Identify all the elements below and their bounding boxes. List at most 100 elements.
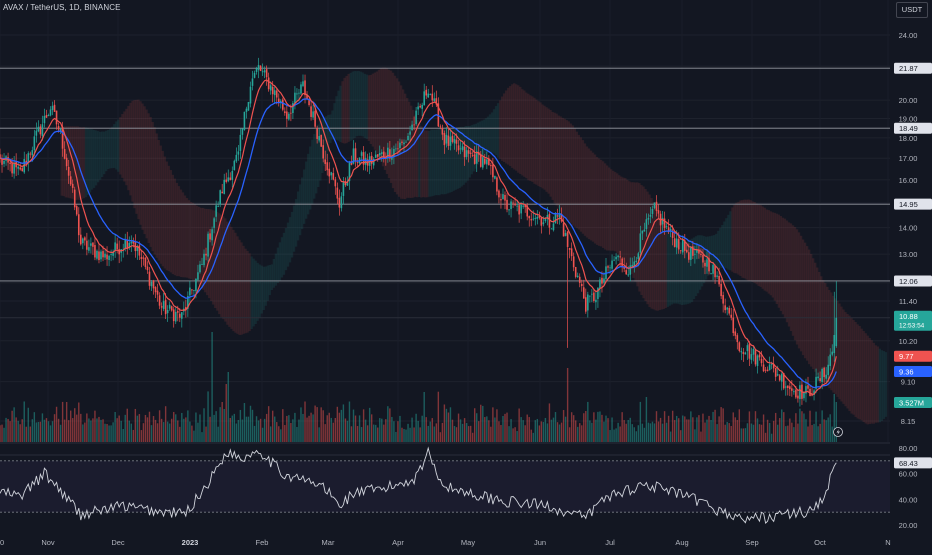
cloud-segment (664, 226, 667, 309)
volume-bar (379, 418, 381, 442)
cloud-segment (315, 129, 318, 194)
candle (429, 93, 432, 96)
volume-bar (185, 417, 187, 442)
volume-bar (494, 417, 496, 442)
volume-bar (49, 425, 52, 442)
candle (817, 372, 819, 381)
volume-bar (447, 412, 450, 442)
candle (734, 328, 737, 340)
volume-bar (510, 419, 512, 442)
volume-bar (746, 423, 749, 442)
cloud-segment (525, 92, 528, 179)
candle (831, 344, 834, 357)
candle (88, 239, 90, 254)
volume-bar (455, 427, 458, 442)
volume-bar (9, 421, 11, 442)
candle (536, 210, 539, 225)
price-tag-last: 10.88 12:53:54 (894, 310, 932, 331)
candle (746, 342, 749, 360)
candle (73, 186, 76, 211)
volume-bar (696, 417, 698, 442)
volume-bar (542, 421, 545, 442)
candle (425, 85, 428, 100)
candle (201, 257, 203, 265)
volume-bar (467, 426, 470, 442)
candle (488, 155, 490, 166)
candle (164, 293, 167, 320)
candle (835, 281, 838, 348)
volume-bar (284, 425, 286, 442)
volume-bar (116, 418, 118, 442)
volume-bar (360, 427, 363, 442)
candle (219, 189, 221, 208)
volume-bar (781, 409, 783, 442)
volume-bar (7, 418, 9, 442)
candle (336, 182, 339, 205)
cloud-segment (228, 224, 231, 327)
candle (152, 279, 155, 295)
cloud-segment (729, 211, 732, 271)
cloud-segment (139, 101, 142, 225)
lightning-icon[interactable] (833, 427, 843, 437)
cloud-segment (363, 73, 366, 138)
cloud-segment (383, 67, 387, 170)
cloud-segment (482, 119, 486, 157)
volume-bar (112, 422, 114, 442)
cloud-segment (846, 313, 849, 409)
time-tick-label: Nov (41, 538, 55, 547)
cloud-segment (248, 253, 251, 332)
cloud-segment (555, 113, 558, 206)
volume-bar (484, 417, 486, 442)
candle (154, 286, 157, 298)
candle (156, 283, 159, 302)
price-axis[interactable]: 24.0022.0020.0019.0018.0017.0016.0015.00… (894, 31, 932, 530)
candle (395, 143, 397, 152)
cloud-segment (349, 72, 352, 141)
cloud-segment (185, 198, 189, 278)
candle (372, 157, 375, 169)
volume-bar (366, 425, 369, 442)
time-tick-label: Oct (814, 538, 827, 547)
cloud-segment (272, 258, 276, 288)
candle (5, 155, 7, 166)
volume-bar (742, 428, 745, 442)
volume-bar (425, 417, 427, 442)
volume-bar (173, 411, 175, 442)
cloud-segment (559, 116, 562, 212)
cloud-segment (769, 211, 772, 296)
volume-bar (566, 368, 569, 442)
cloud-segment (870, 340, 873, 424)
cloud-segment (296, 191, 300, 241)
time-axis[interactable]: 0 Nov Dec 2023 Feb Mar Apr May Jun Jul Aug Sep Oct N (0, 538, 891, 547)
currency-button[interactable]: USDT (896, 2, 928, 18)
candle (45, 109, 48, 119)
volume-bar (419, 427, 421, 442)
volume-bar (306, 417, 308, 442)
cloud-segment (492, 109, 496, 154)
cloud-segment (862, 330, 865, 423)
volume-bar (265, 413, 268, 442)
cloud-segment (167, 165, 170, 272)
volume-bar (150, 425, 153, 442)
cloud-segment (884, 352, 888, 417)
price-tick-label: 8.15 (901, 417, 916, 426)
candle (405, 139, 407, 143)
cloud-segment (523, 90, 526, 177)
cloud-segment (579, 137, 583, 232)
cloud-segment (109, 128, 112, 169)
candle (467, 146, 470, 163)
cloud-segment (135, 99, 138, 214)
candle (651, 205, 654, 219)
candle (215, 200, 217, 222)
candle (217, 201, 219, 208)
volume-bar (585, 410, 587, 442)
candle (33, 129, 36, 157)
cloud-segment (527, 93, 530, 181)
cloud-segment (125, 108, 128, 186)
candle (829, 348, 832, 371)
cloud-segment (818, 271, 821, 378)
volume-bar (207, 391, 209, 442)
candle (690, 246, 692, 267)
